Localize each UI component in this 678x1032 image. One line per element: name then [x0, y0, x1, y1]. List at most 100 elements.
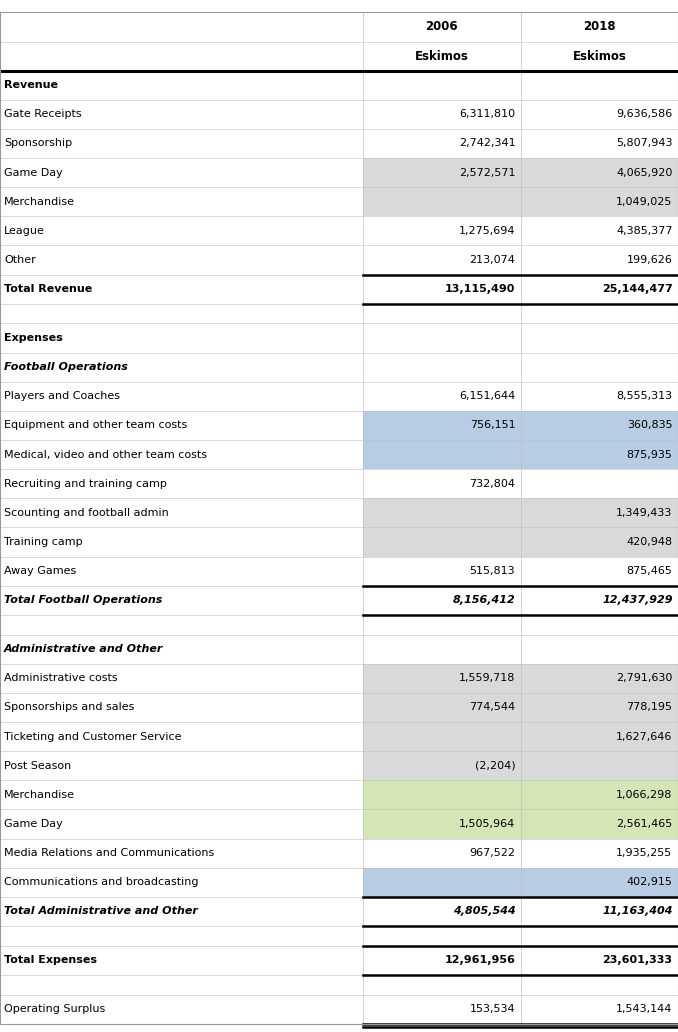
Text: 1,627,646: 1,627,646: [616, 732, 673, 742]
Bar: [521, 868, 678, 897]
Bar: [521, 41, 678, 70]
Text: 11,163,404: 11,163,404: [602, 906, 673, 916]
Bar: [363, 70, 521, 100]
Bar: [0, 556, 363, 586]
Bar: [363, 751, 521, 780]
Text: Administrative costs: Administrative costs: [4, 673, 118, 683]
Bar: [0, 353, 363, 382]
Bar: [521, 100, 678, 129]
Bar: [521, 275, 678, 303]
Bar: [521, 70, 678, 100]
Text: Communications and broadcasting: Communications and broadcasting: [4, 877, 199, 888]
Bar: [363, 411, 521, 440]
Text: Administrative and Other: Administrative and Other: [4, 644, 163, 654]
Bar: [0, 217, 363, 246]
Text: Total Administrative and Other: Total Administrative and Other: [4, 906, 198, 916]
Text: Training camp: Training camp: [4, 537, 83, 547]
Text: 2,561,465: 2,561,465: [616, 819, 673, 829]
Text: Operating Surplus: Operating Surplus: [4, 1004, 105, 1014]
Text: 1,543,144: 1,543,144: [616, 1004, 673, 1014]
Bar: [521, 129, 678, 158]
Bar: [521, 246, 678, 275]
Bar: [363, 41, 521, 70]
Bar: [0, 498, 363, 527]
Text: Eskimos: Eskimos: [572, 50, 626, 63]
Bar: [363, 945, 521, 975]
Text: 774,544: 774,544: [469, 703, 515, 712]
Bar: [363, 275, 521, 303]
Bar: [363, 100, 521, 129]
Bar: [363, 664, 521, 692]
Bar: [521, 382, 678, 411]
Bar: [363, 303, 521, 323]
Text: 360,835: 360,835: [627, 420, 673, 430]
Bar: [363, 897, 521, 926]
Bar: [363, 498, 521, 527]
Text: Media Relations and Communications: Media Relations and Communications: [4, 848, 214, 858]
Bar: [521, 945, 678, 975]
Text: Game Day: Game Day: [4, 819, 63, 829]
Bar: [521, 722, 678, 751]
Bar: [363, 158, 521, 187]
Bar: [521, 323, 678, 353]
Bar: [0, 945, 363, 975]
Bar: [0, 129, 363, 158]
Text: 9,636,586: 9,636,586: [616, 109, 673, 120]
Bar: [363, 470, 521, 498]
Text: Recruiting and training camp: Recruiting and training camp: [4, 479, 167, 489]
Text: 25,144,477: 25,144,477: [602, 284, 673, 294]
Text: 1,066,298: 1,066,298: [616, 789, 673, 800]
Text: Football Operations: Football Operations: [4, 362, 128, 373]
Text: Post Season: Post Season: [4, 761, 71, 771]
Text: Merchandise: Merchandise: [4, 789, 75, 800]
Text: Away Games: Away Games: [4, 567, 77, 576]
Bar: [363, 809, 521, 839]
Bar: [521, 498, 678, 527]
Bar: [363, 926, 521, 945]
Text: 1,349,433: 1,349,433: [616, 508, 673, 518]
Text: 2,742,341: 2,742,341: [458, 138, 515, 149]
Bar: [363, 780, 521, 809]
Bar: [521, 187, 678, 217]
Bar: [363, 975, 521, 995]
Text: 420,948: 420,948: [626, 537, 673, 547]
Bar: [0, 975, 363, 995]
Text: 12,437,929: 12,437,929: [602, 595, 673, 605]
Text: 967,522: 967,522: [469, 848, 515, 858]
Bar: [363, 615, 521, 635]
Text: 515,813: 515,813: [470, 567, 515, 576]
Bar: [363, 527, 521, 556]
Bar: [521, 615, 678, 635]
Text: Merchandise: Merchandise: [4, 197, 75, 206]
Bar: [0, 382, 363, 411]
Bar: [0, 41, 363, 70]
Bar: [0, 440, 363, 470]
Bar: [521, 692, 678, 722]
Bar: [0, 839, 363, 868]
Bar: [0, 411, 363, 440]
Bar: [521, 440, 678, 470]
Bar: [0, 527, 363, 556]
Text: 13,115,490: 13,115,490: [445, 284, 515, 294]
Text: 402,915: 402,915: [626, 877, 673, 888]
Text: Sponsorships and sales: Sponsorships and sales: [4, 703, 134, 712]
Text: Eskimos: Eskimos: [415, 50, 468, 63]
Text: 199,626: 199,626: [626, 255, 673, 265]
Bar: [363, 323, 521, 353]
Text: 6,151,644: 6,151,644: [459, 391, 515, 401]
Bar: [0, 246, 363, 275]
Bar: [363, 217, 521, 246]
Bar: [0, 692, 363, 722]
Bar: [363, 635, 521, 664]
Bar: [521, 975, 678, 995]
Text: (2,204): (2,204): [475, 761, 515, 771]
Bar: [0, 615, 363, 635]
Text: 2006: 2006: [425, 21, 458, 33]
Bar: [0, 323, 363, 353]
Bar: [521, 158, 678, 187]
Text: Medical, video and other team costs: Medical, video and other team costs: [4, 450, 207, 459]
Bar: [521, 586, 678, 615]
Text: 2,791,630: 2,791,630: [616, 673, 673, 683]
Text: Equipment and other team costs: Equipment and other team costs: [4, 420, 187, 430]
Text: 153,534: 153,534: [470, 1004, 515, 1014]
